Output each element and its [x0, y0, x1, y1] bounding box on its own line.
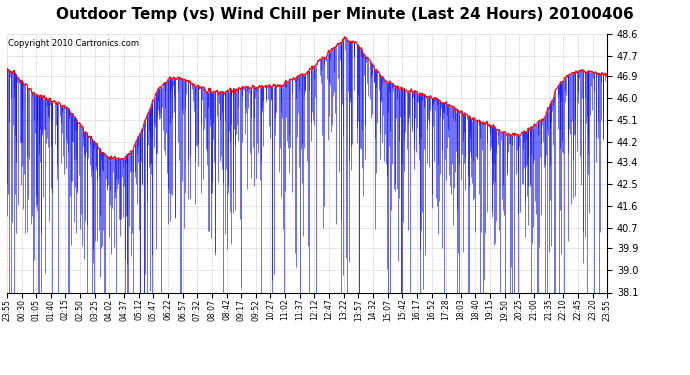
Text: Copyright 2010 Cartronics.com: Copyright 2010 Cartronics.com	[8, 39, 139, 48]
Text: Outdoor Temp (vs) Wind Chill per Minute (Last 24 Hours) 20100406: Outdoor Temp (vs) Wind Chill per Minute …	[56, 8, 634, 22]
